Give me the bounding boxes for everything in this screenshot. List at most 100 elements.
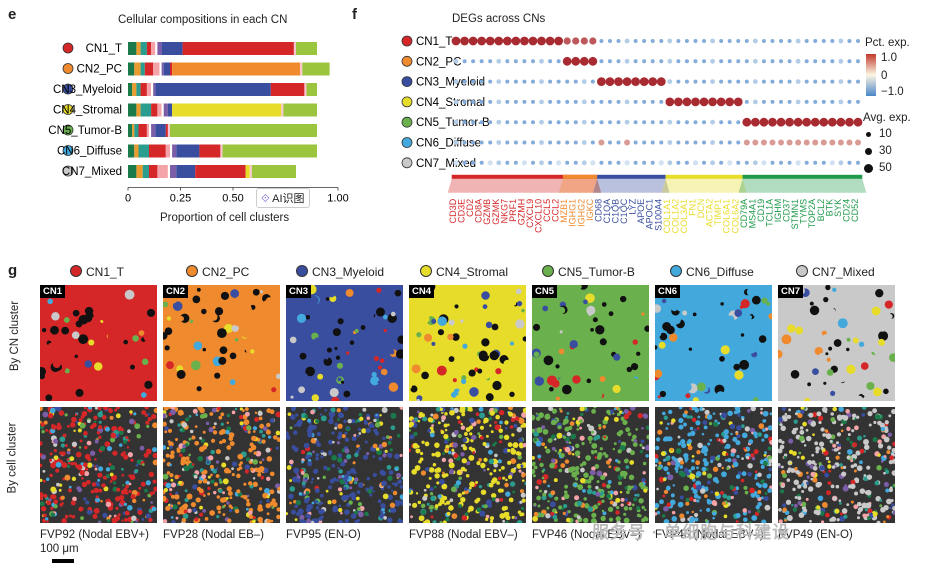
tile-texture [409,285,526,401]
cell-dot [703,425,708,430]
cell-dot [269,471,275,477]
cell-dot [807,459,813,465]
cell-dot [734,370,744,380]
cell-dot [95,464,99,468]
cell-dot [577,455,581,459]
cell-dot [679,502,684,506]
cell-dot [145,448,152,455]
dot [769,139,776,146]
cell-dot [275,373,280,380]
cell-dot [723,429,729,435]
scale-bar-label: 100 μm [40,543,79,555]
cell-dot [788,438,794,444]
cell-dot [576,471,580,475]
cell-dot [121,467,124,471]
cell-dot [209,510,213,514]
cell-dot [380,368,388,376]
cell-dot [256,356,264,364]
dot [770,160,775,165]
cell-dot [616,412,621,417]
cell-dot [521,498,526,503]
cell-dot [806,475,810,479]
cell-dot [358,432,362,435]
cell-dot [259,423,265,429]
cell-dot [491,479,496,485]
cell-dot [187,387,198,398]
cell-dot [237,453,244,460]
cell-dot [449,498,454,503]
cell-dot [834,392,841,399]
dot [727,140,732,145]
cell-dot [540,310,545,315]
cell-dot [868,423,872,427]
cell-dot [471,434,477,440]
cell-dot [499,420,503,425]
cell-dot [823,381,827,385]
cell-dot [181,412,184,415]
cell-dot [725,452,729,456]
cell-dot [40,441,43,446]
cell-dot [702,407,705,411]
ai-recognize-button[interactable]: ⟐ AI识图 [256,188,310,208]
cell-dot [803,484,808,489]
cell-dot [846,449,853,455]
legend-cn2: CN2_PC [186,265,249,279]
cell-dot [88,339,95,346]
cell-dot [163,301,169,308]
cell-dot [805,471,809,475]
bar-segment [199,144,221,158]
cell-dot [717,462,722,468]
cell-dot [586,479,592,484]
cell-dot [373,418,377,423]
cell-dot [309,349,317,357]
dot [838,58,844,64]
cell-dot [227,490,233,496]
cell-dot [586,488,593,495]
cell-dot [359,505,365,511]
cell-dot [601,499,605,503]
cell-dot [290,463,293,467]
dot [479,99,484,104]
cell-dot [599,338,607,346]
bar-segment [146,83,152,96]
cell-dot [532,468,536,475]
cell-dot [534,395,539,400]
cell-dot [71,416,77,423]
cell-dot [153,486,157,492]
cell-dot [229,441,235,447]
cell-dot [127,505,133,511]
cell-dot [724,301,734,311]
dot [821,99,826,104]
cell-dot [562,295,569,302]
cell-dot [95,497,101,503]
cell-dot [216,407,221,411]
cell-dot [261,439,266,444]
cell-dot [58,410,65,416]
bar-segment [149,124,152,137]
cell-dot [571,452,575,456]
group-bar-cn4-stromal [665,174,743,179]
cell-dot [380,503,386,509]
cell-dot [749,427,756,433]
cell-dot [180,459,185,464]
dot-row-label-cn1-t: CN1_T [416,36,452,48]
cell-dot [681,328,690,337]
cell-dot [346,454,352,460]
cell-dot [98,420,102,424]
cell-dot [595,491,601,497]
cell-dot [68,485,72,489]
cell-dot [314,500,318,504]
cell-dot [378,456,383,461]
cell-dot [389,507,396,513]
cell-dot [45,428,49,432]
cell-dot [422,520,428,523]
cell-dot [265,476,271,482]
cell-dot [887,445,892,450]
dot [812,139,819,146]
cell-dot [696,422,700,426]
dot [485,36,495,46]
cell-dot [627,432,632,437]
cell-dot [497,488,503,493]
cell-dot [497,459,502,464]
gene-label: TCL1A [764,199,774,227]
